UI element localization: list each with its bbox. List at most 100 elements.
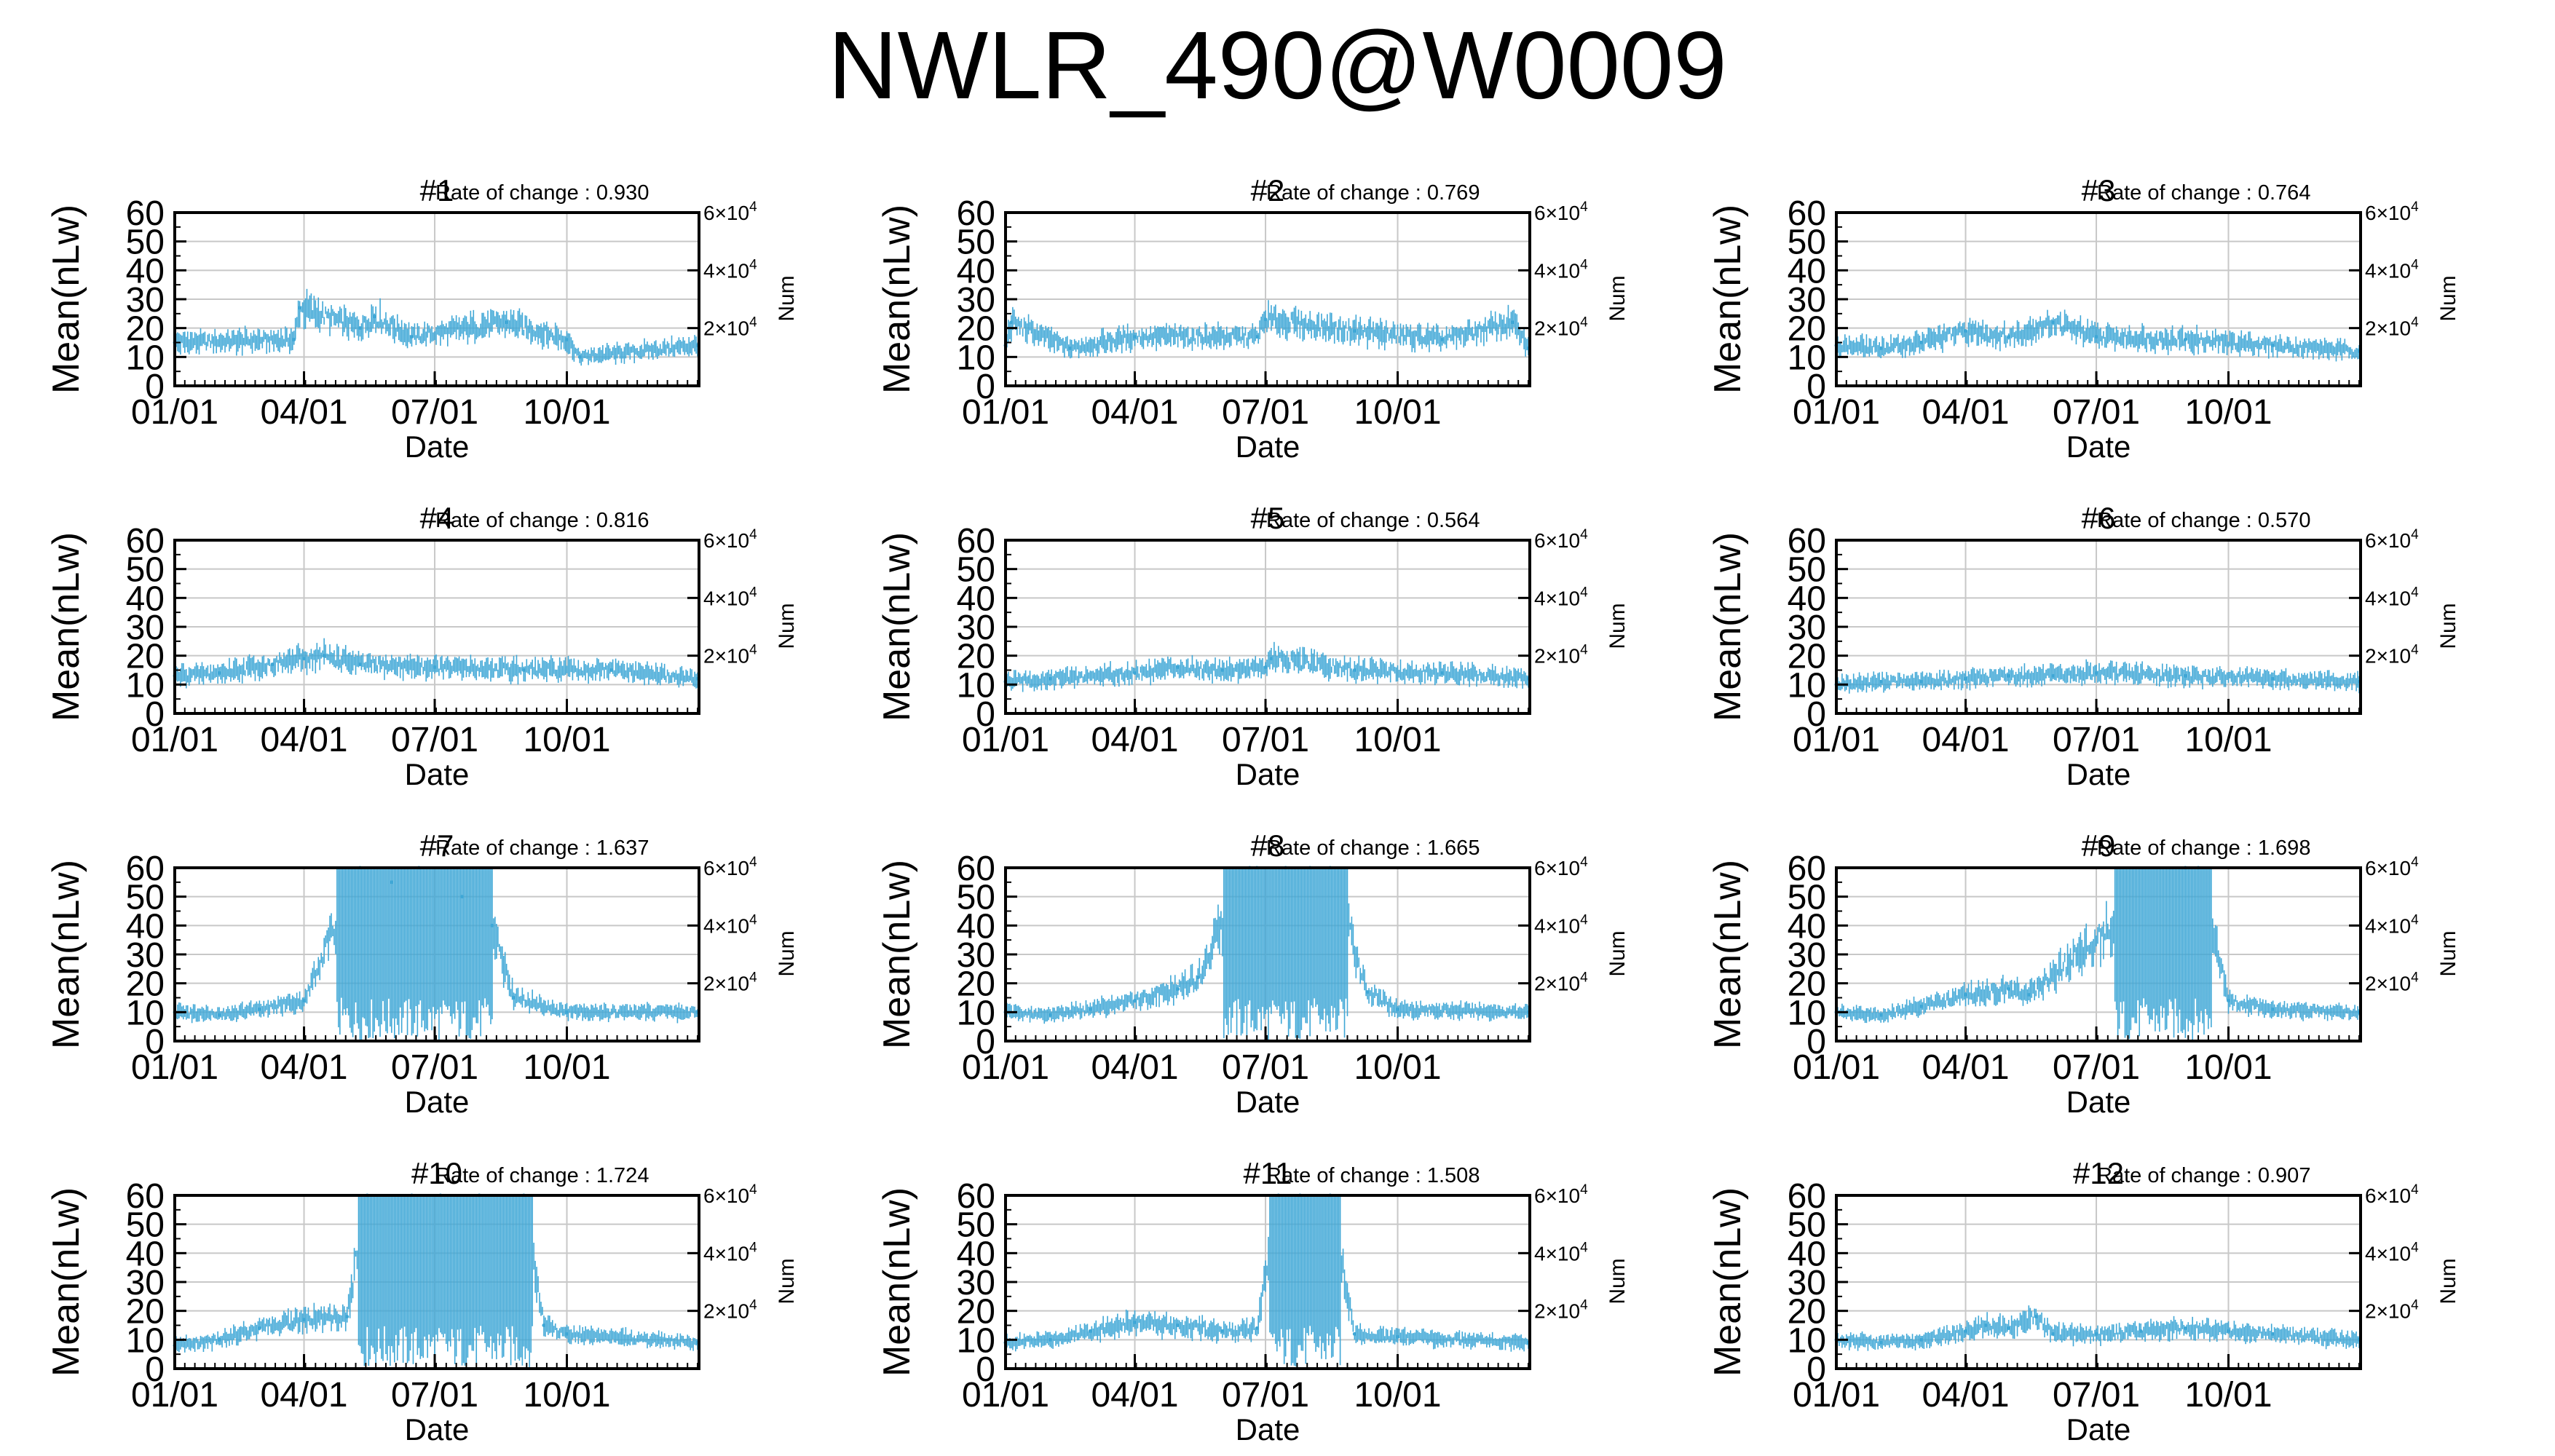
data-point <box>217 670 221 675</box>
y-tick-label: 0 <box>145 1023 165 1061</box>
y2-axis-label: Num <box>2436 275 2460 321</box>
y-tick-label: 30 <box>1788 936 1826 975</box>
series-mean <box>1003 1193 1531 1367</box>
data-point <box>2183 673 2187 678</box>
data-point <box>302 657 307 661</box>
data-point <box>358 326 362 331</box>
x-tick-label: 07/01 <box>2053 393 2140 432</box>
x-tick-label: 10/01 <box>1354 393 1441 432</box>
y-tick-label: 20 <box>126 1293 165 1332</box>
y-tick-label: 60 <box>957 194 995 233</box>
y2-tick-label: 2×104 <box>2365 643 2419 668</box>
data-point <box>2271 676 2275 681</box>
data-point <box>2271 343 2275 347</box>
y-tick-label: 50 <box>1788 223 1826 262</box>
rate-of-change-label: Rate of change : 0.930 <box>435 181 649 205</box>
x-tick-label: 10/01 <box>2184 721 2272 759</box>
series-mean <box>1834 866 2361 1041</box>
x-tick-label: 04/01 <box>260 1376 347 1415</box>
y-tick-label: 20 <box>957 638 995 676</box>
y-tick-label: 40 <box>957 252 995 290</box>
data-point <box>217 1013 221 1017</box>
x-tick-label: 04/01 <box>260 393 347 432</box>
y-tick-label: 0 <box>145 1350 165 1389</box>
y-tick-label: 30 <box>126 936 165 975</box>
x-tick-label: 01/01 <box>131 721 218 759</box>
data-point <box>460 895 465 899</box>
data-point <box>1365 990 1370 994</box>
y-axis-label: Mean(nLw) <box>876 860 918 1049</box>
y-tick-label: 10 <box>126 666 165 705</box>
y-axis-label: Mean(nLw) <box>45 860 87 1049</box>
y-tick-label: 60 <box>1788 194 1826 233</box>
y-tick-label: 0 <box>1806 1023 1826 1061</box>
y-tick-label: 0 <box>145 695 165 734</box>
y-tick-label: 10 <box>126 994 165 1032</box>
x-tick-label: 01/01 <box>1793 721 1880 759</box>
data-point <box>433 665 437 670</box>
y2-tick-label: 4×104 <box>703 912 757 937</box>
x-tick-label: 07/01 <box>2053 721 2140 759</box>
data-point <box>542 1324 546 1327</box>
y2-tick-label: 6×104 <box>1534 199 1588 224</box>
y-tick-label: 30 <box>126 609 165 647</box>
y-tick-label: 40 <box>126 907 165 946</box>
y2-tick-label: 4×104 <box>703 1240 757 1265</box>
y2-tick-label: 4×104 <box>1534 912 1588 937</box>
data-point <box>1879 346 1883 350</box>
y-tick-label: 50 <box>126 551 165 590</box>
data-point <box>1133 998 1137 1002</box>
y2-tick-label: 2×104 <box>703 315 757 340</box>
rate-of-change-label: Rate of change : 0.769 <box>1266 181 1480 205</box>
y-tick-label: 40 <box>126 579 165 618</box>
subplot-11: 01/01 04/01 07/01 10/0101020304050602×1044×… <box>876 1156 1630 1447</box>
subplot-title: #6 <box>2082 501 2116 535</box>
series-mean <box>1834 309 2361 362</box>
subplot-title: #10 <box>411 1156 462 1190</box>
x-tick-label: 01/01 <box>962 721 1049 759</box>
data-point <box>2094 670 2098 675</box>
y2-tick-label: 4×104 <box>1534 585 1588 609</box>
x-tick-label: 10/01 <box>1354 721 1441 759</box>
subplot-title: #9 <box>2082 828 2116 863</box>
data-point <box>490 923 494 927</box>
x-tick-label: 01/01 <box>962 1048 1049 1087</box>
data-point <box>292 338 296 342</box>
x-tick-label: 01/01 <box>1793 393 1880 432</box>
y2-tick-label: 6×104 <box>703 527 757 552</box>
series-mean <box>1003 300 1531 359</box>
y-tick-label: 60 <box>1788 522 1826 561</box>
data-point <box>512 996 516 1000</box>
y-tick-label: 10 <box>957 339 995 377</box>
subplot-title: #1 <box>420 173 454 207</box>
y2-tick-label: 6×104 <box>703 1182 757 1207</box>
y-axis-label: Mean(nLw) <box>45 205 87 394</box>
y2-tick-label: 4×104 <box>2365 585 2419 609</box>
y2-tick-label: 2×104 <box>703 643 757 668</box>
series-mean <box>1834 659 2361 694</box>
data-point <box>2026 993 2031 997</box>
x-tick-label: 07/01 <box>1222 1048 1309 1087</box>
y2-axis-label: Num <box>1606 930 1630 976</box>
y-tick-label: 0 <box>1806 368 1826 406</box>
x-axis-label: Date <box>1236 1085 1300 1119</box>
y2-axis-label: Num <box>775 930 799 976</box>
data-point <box>345 1315 350 1319</box>
y-tick-label: 0 <box>976 368 995 406</box>
y-tick-label: 60 <box>126 850 165 888</box>
y2-tick-label: 6×104 <box>1534 855 1588 879</box>
y-tick-label: 40 <box>957 579 995 618</box>
data-point <box>1263 665 1268 670</box>
y-axis-label: Mean(nLw) <box>45 532 87 721</box>
data-point <box>1964 329 1968 333</box>
x-tick-label: 04/01 <box>1091 721 1178 759</box>
y2-tick-label: 2×104 <box>703 970 757 995</box>
x-tick-label: 07/01 <box>391 393 478 432</box>
data-point <box>270 662 275 667</box>
data-point <box>409 335 414 339</box>
data-point <box>2051 673 2056 678</box>
x-tick-label: 10/01 <box>523 1376 610 1415</box>
